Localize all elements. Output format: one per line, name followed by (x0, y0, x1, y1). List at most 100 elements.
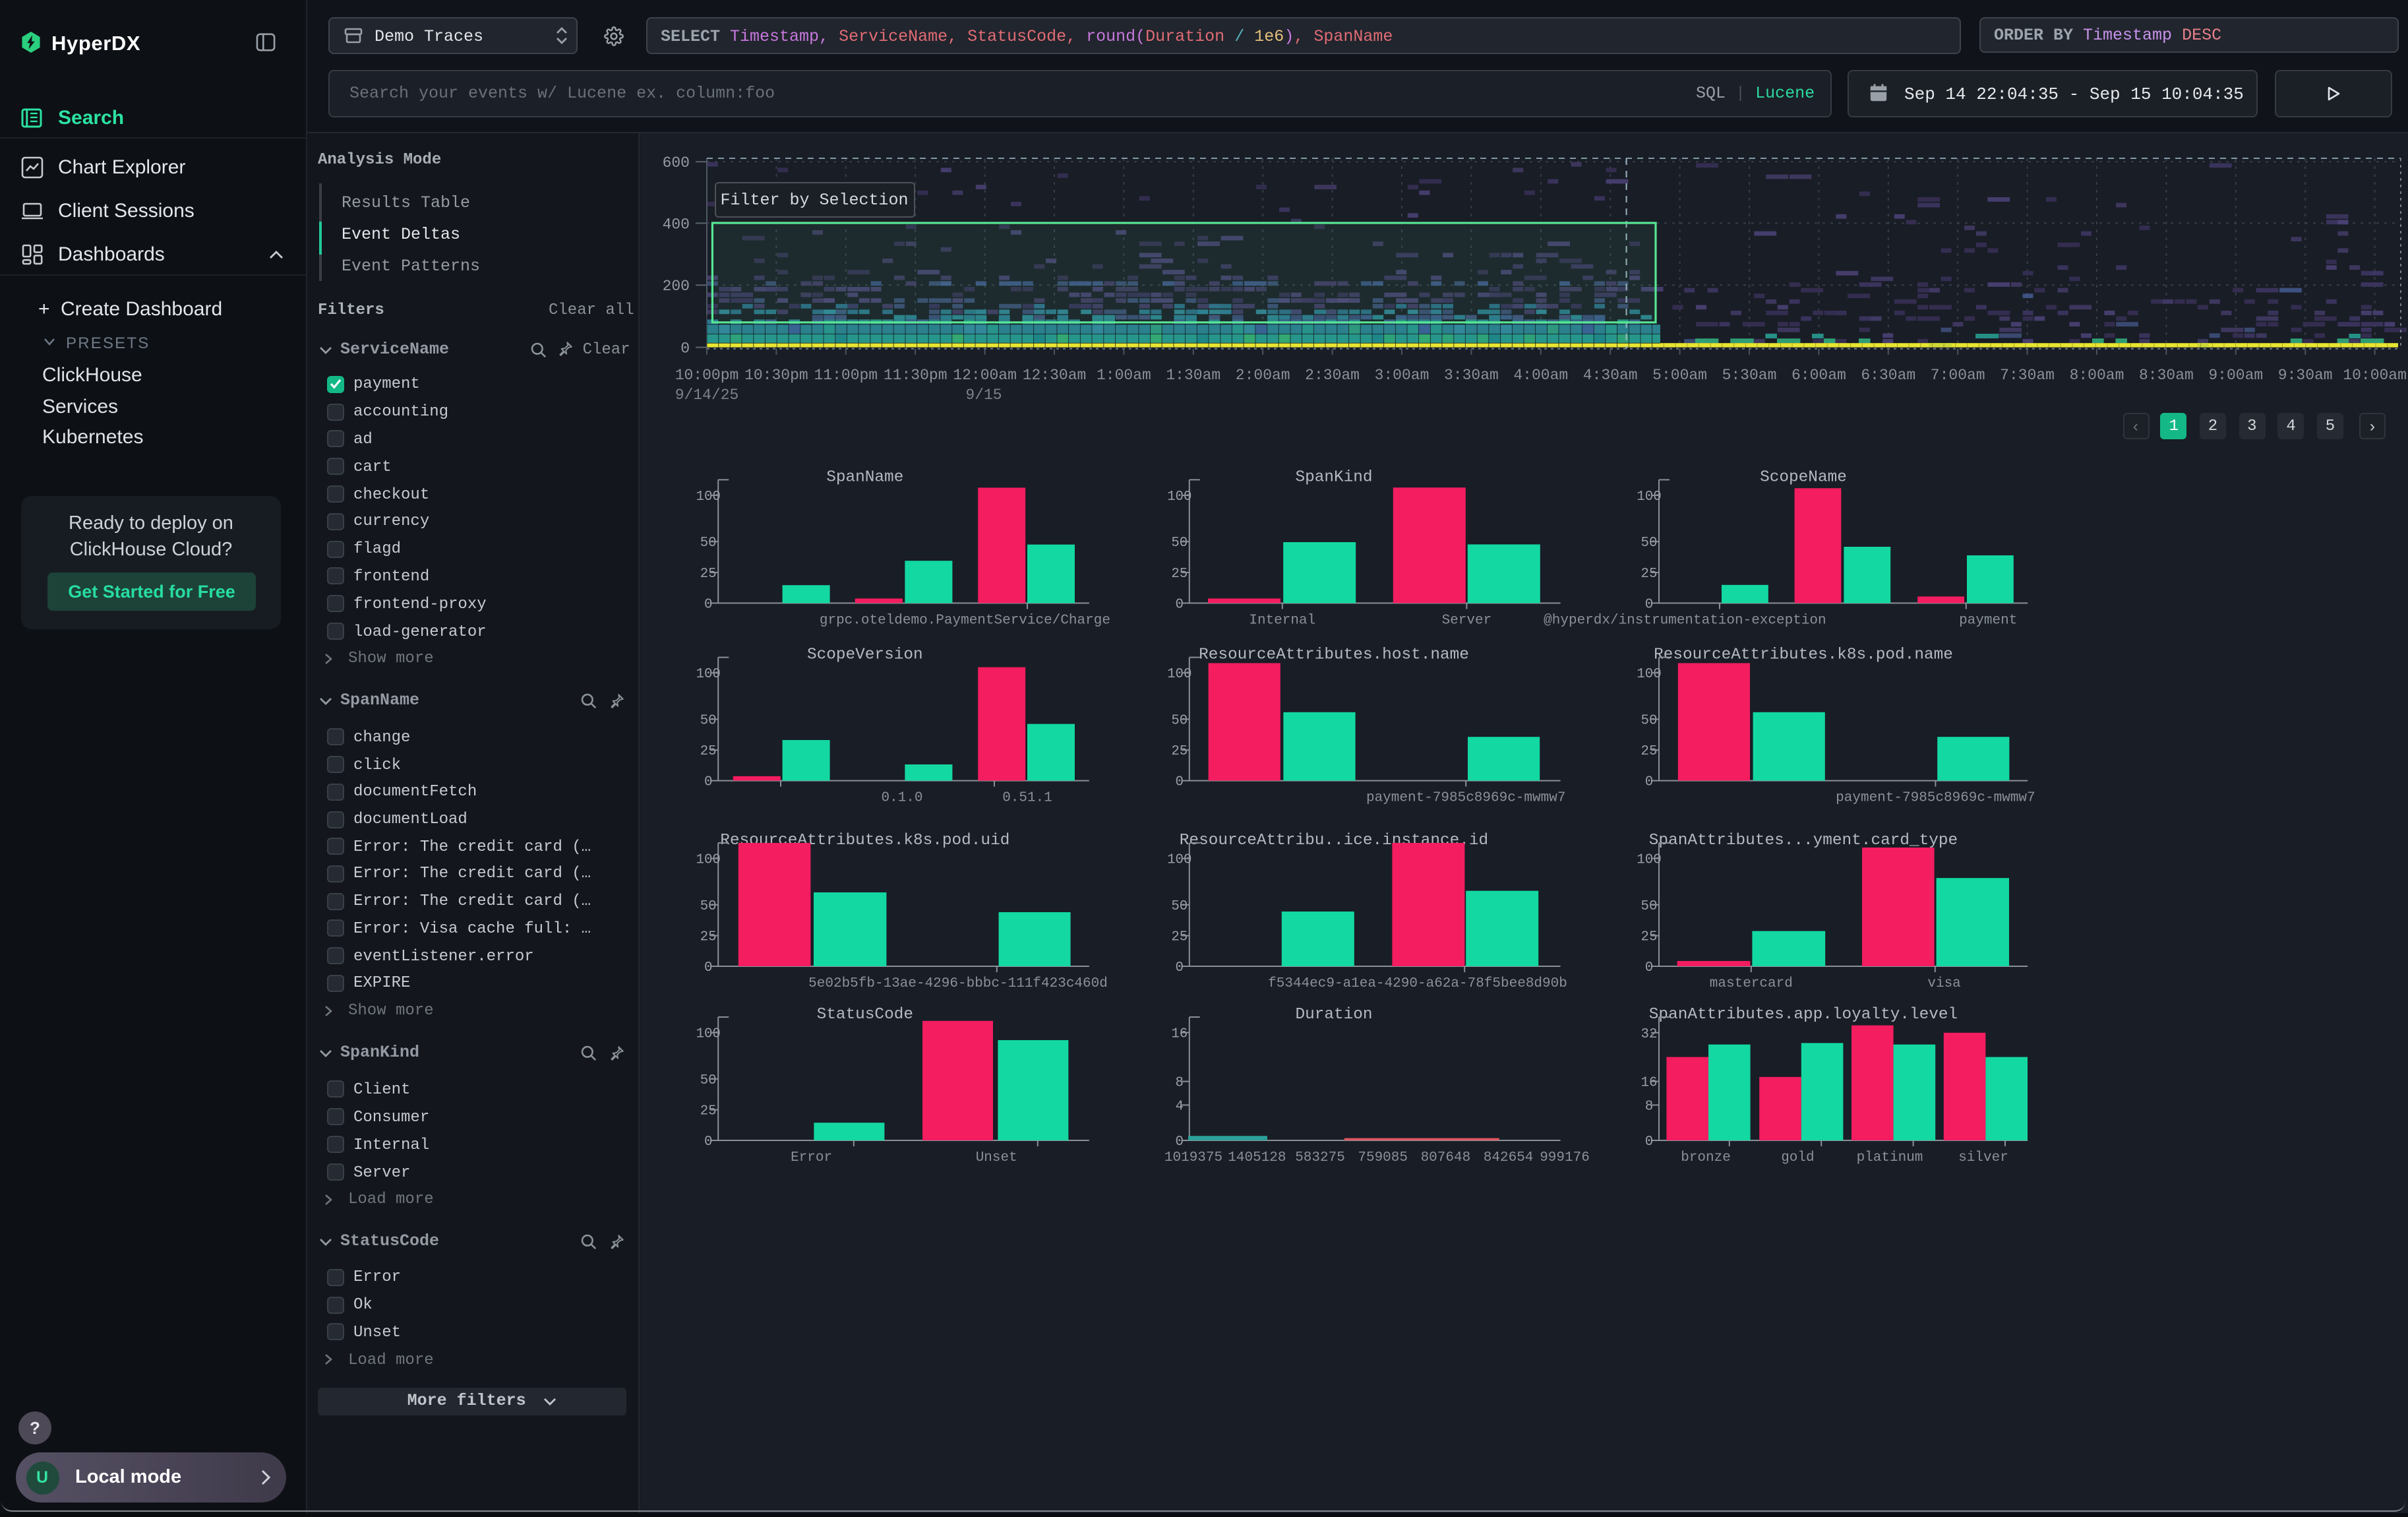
svg-text:5e02b5fb-13ae-4296-bbbc-111f42: 5e02b5fb-13ae-4296-bbbc-111f423c460d (808, 976, 1108, 991)
svg-text:ResourceAttributes.k8s.pod.nam: ResourceAttributes.k8s.pod.name (1654, 646, 1953, 664)
svg-text:50: 50 (1641, 713, 1658, 728)
svg-text:50: 50 (1641, 536, 1658, 551)
svg-text:0: 0 (704, 775, 712, 790)
svg-text:3:30am: 3:30am (1444, 367, 1499, 384)
svg-text:0: 0 (680, 340, 690, 357)
svg-text:ResourceAttributes.host.name: ResourceAttributes.host.name (1199, 646, 1469, 664)
svg-text:0: 0 (1176, 1134, 1184, 1150)
svg-text:9/15: 9/15 (965, 387, 1002, 404)
svg-text:platinum: platinum (1857, 1150, 1923, 1165)
svg-text:4:00am: 4:00am (1513, 367, 1568, 384)
svg-text:0: 0 (1645, 960, 1653, 975)
svg-text:100: 100 (696, 853, 720, 868)
svg-text:payment-7985c8969c-mwmw7: payment-7985c8969c-mwmw7 (1366, 791, 1565, 806)
svg-text:1405128: 1405128 (1228, 1150, 1286, 1165)
svg-text:10:00pm: 10:00pm (675, 367, 739, 384)
svg-text:3:00am: 3:00am (1375, 367, 1430, 384)
svg-text:8: 8 (1176, 1076, 1184, 1091)
svg-text:999176: 999176 (1540, 1150, 1590, 1165)
svg-text:ScopeVersion: ScopeVersion (807, 646, 923, 664)
svg-text:10:00am: 10:00am (2343, 367, 2407, 384)
svg-text:200: 200 (663, 278, 690, 295)
svg-text:16: 16 (1171, 1027, 1188, 1042)
svg-text:StatusCode: StatusCode (817, 1006, 913, 1024)
svg-text:6:30am: 6:30am (1861, 367, 1915, 384)
svg-text:SpanAttributes.app.loyalty.lev: SpanAttributes.app.loyalty.level (1649, 1006, 1958, 1024)
svg-text:25: 25 (700, 930, 717, 945)
svg-text:0: 0 (1176, 960, 1184, 975)
svg-text:SpanAttributes...yment.card_ty: SpanAttributes...yment.card_type (1649, 832, 1958, 850)
svg-text:50: 50 (1641, 899, 1658, 914)
svg-text:25: 25 (1641, 567, 1658, 582)
svg-text:8:30am: 8:30am (2139, 367, 2194, 384)
svg-text:100: 100 (696, 489, 720, 505)
svg-text:1:30am: 1:30am (1166, 367, 1220, 384)
svg-text:ScopeName: ScopeName (1760, 468, 1847, 486)
svg-text:f5344ec9-a1ea-4290-a62a-78f5be: f5344ec9-a1ea-4290-a62a-78f5bee8d90b (1268, 976, 1567, 991)
svg-text:50: 50 (1171, 899, 1188, 914)
svg-text:100: 100 (1637, 667, 1661, 682)
svg-text:100: 100 (1637, 853, 1661, 868)
svg-text:0: 0 (704, 1134, 712, 1150)
svg-text:50: 50 (700, 1073, 717, 1088)
svg-text:4: 4 (1176, 1099, 1184, 1114)
svg-text:8:00am: 8:00am (2070, 367, 2124, 384)
svg-text:583275: 583275 (1295, 1150, 1345, 1165)
svg-text:9:30am: 9:30am (2278, 367, 2333, 384)
svg-text:0: 0 (1645, 1134, 1653, 1150)
svg-text:payment-7985c8969c-mwmw7: payment-7985c8969c-mwmw7 (1836, 791, 2035, 806)
svg-text:842654: 842654 (1484, 1150, 1534, 1165)
svg-text:25: 25 (1641, 930, 1658, 945)
svg-text:25: 25 (1171, 930, 1188, 945)
svg-text:11:00pm: 11:00pm (814, 367, 878, 384)
svg-text:25: 25 (1171, 567, 1188, 582)
svg-text:100: 100 (696, 667, 720, 682)
svg-text:100: 100 (1167, 667, 1191, 682)
svg-text:100: 100 (696, 1027, 720, 1042)
svg-text:bronze: bronze (1681, 1150, 1731, 1165)
svg-text:9:00am: 9:00am (2208, 367, 2263, 384)
svg-text:0: 0 (1645, 597, 1653, 612)
svg-text:8: 8 (1645, 1099, 1653, 1114)
svg-text:Error: Error (791, 1150, 832, 1165)
svg-text:25: 25 (700, 744, 717, 759)
svg-text:Server: Server (1442, 613, 1492, 628)
svg-text:50: 50 (700, 899, 717, 914)
svg-text:0: 0 (704, 597, 712, 612)
svg-text:25: 25 (700, 567, 717, 582)
svg-text:SpanName: SpanName (826, 468, 903, 486)
svg-text:5:00am: 5:00am (1652, 367, 1707, 384)
svg-text:7:00am: 7:00am (1931, 367, 1985, 384)
svg-text:759085: 759085 (1358, 1150, 1408, 1165)
svg-text:SpanKind: SpanKind (1295, 468, 1372, 486)
svg-text:Unset: Unset (976, 1150, 1017, 1165)
svg-text:1:00am: 1:00am (1097, 367, 1151, 384)
svg-text:2:00am: 2:00am (1236, 367, 1290, 384)
svg-text:0.51.1: 0.51.1 (1002, 791, 1052, 806)
svg-text:12:30am: 12:30am (1023, 367, 1087, 384)
svg-text:0: 0 (1645, 775, 1653, 790)
svg-text:0: 0 (1176, 597, 1184, 612)
svg-text:25: 25 (1171, 744, 1188, 759)
svg-text:5:30am: 5:30am (1722, 367, 1777, 384)
svg-text:visa: visa (1927, 976, 1960, 991)
svg-text:50: 50 (1171, 713, 1188, 728)
svg-text:@hyperdx/instrumentation-excep: @hyperdx/instrumentation-exception (1544, 613, 1826, 628)
svg-text:silver: silver (1958, 1150, 2008, 1165)
svg-text:Internal: Internal (1249, 613, 1315, 628)
svg-text:0: 0 (1176, 775, 1184, 790)
svg-text:2:30am: 2:30am (1305, 367, 1360, 384)
svg-text:0.1.0: 0.1.0 (881, 791, 922, 806)
svg-text:50: 50 (700, 536, 717, 551)
svg-text:1019375: 1019375 (1164, 1150, 1222, 1165)
svg-text:11:30pm: 11:30pm (884, 367, 948, 384)
svg-text:32: 32 (1641, 1027, 1658, 1042)
svg-text:12:00am: 12:00am (953, 367, 1017, 384)
svg-text:50: 50 (1171, 536, 1188, 551)
svg-text:100: 100 (1637, 489, 1661, 505)
svg-text:7:30am: 7:30am (2000, 367, 2055, 384)
svg-text:600: 600 (663, 154, 690, 171)
svg-text:0: 0 (704, 960, 712, 975)
svg-text:807648: 807648 (1421, 1150, 1471, 1165)
svg-text:6:00am: 6:00am (1791, 367, 1846, 384)
